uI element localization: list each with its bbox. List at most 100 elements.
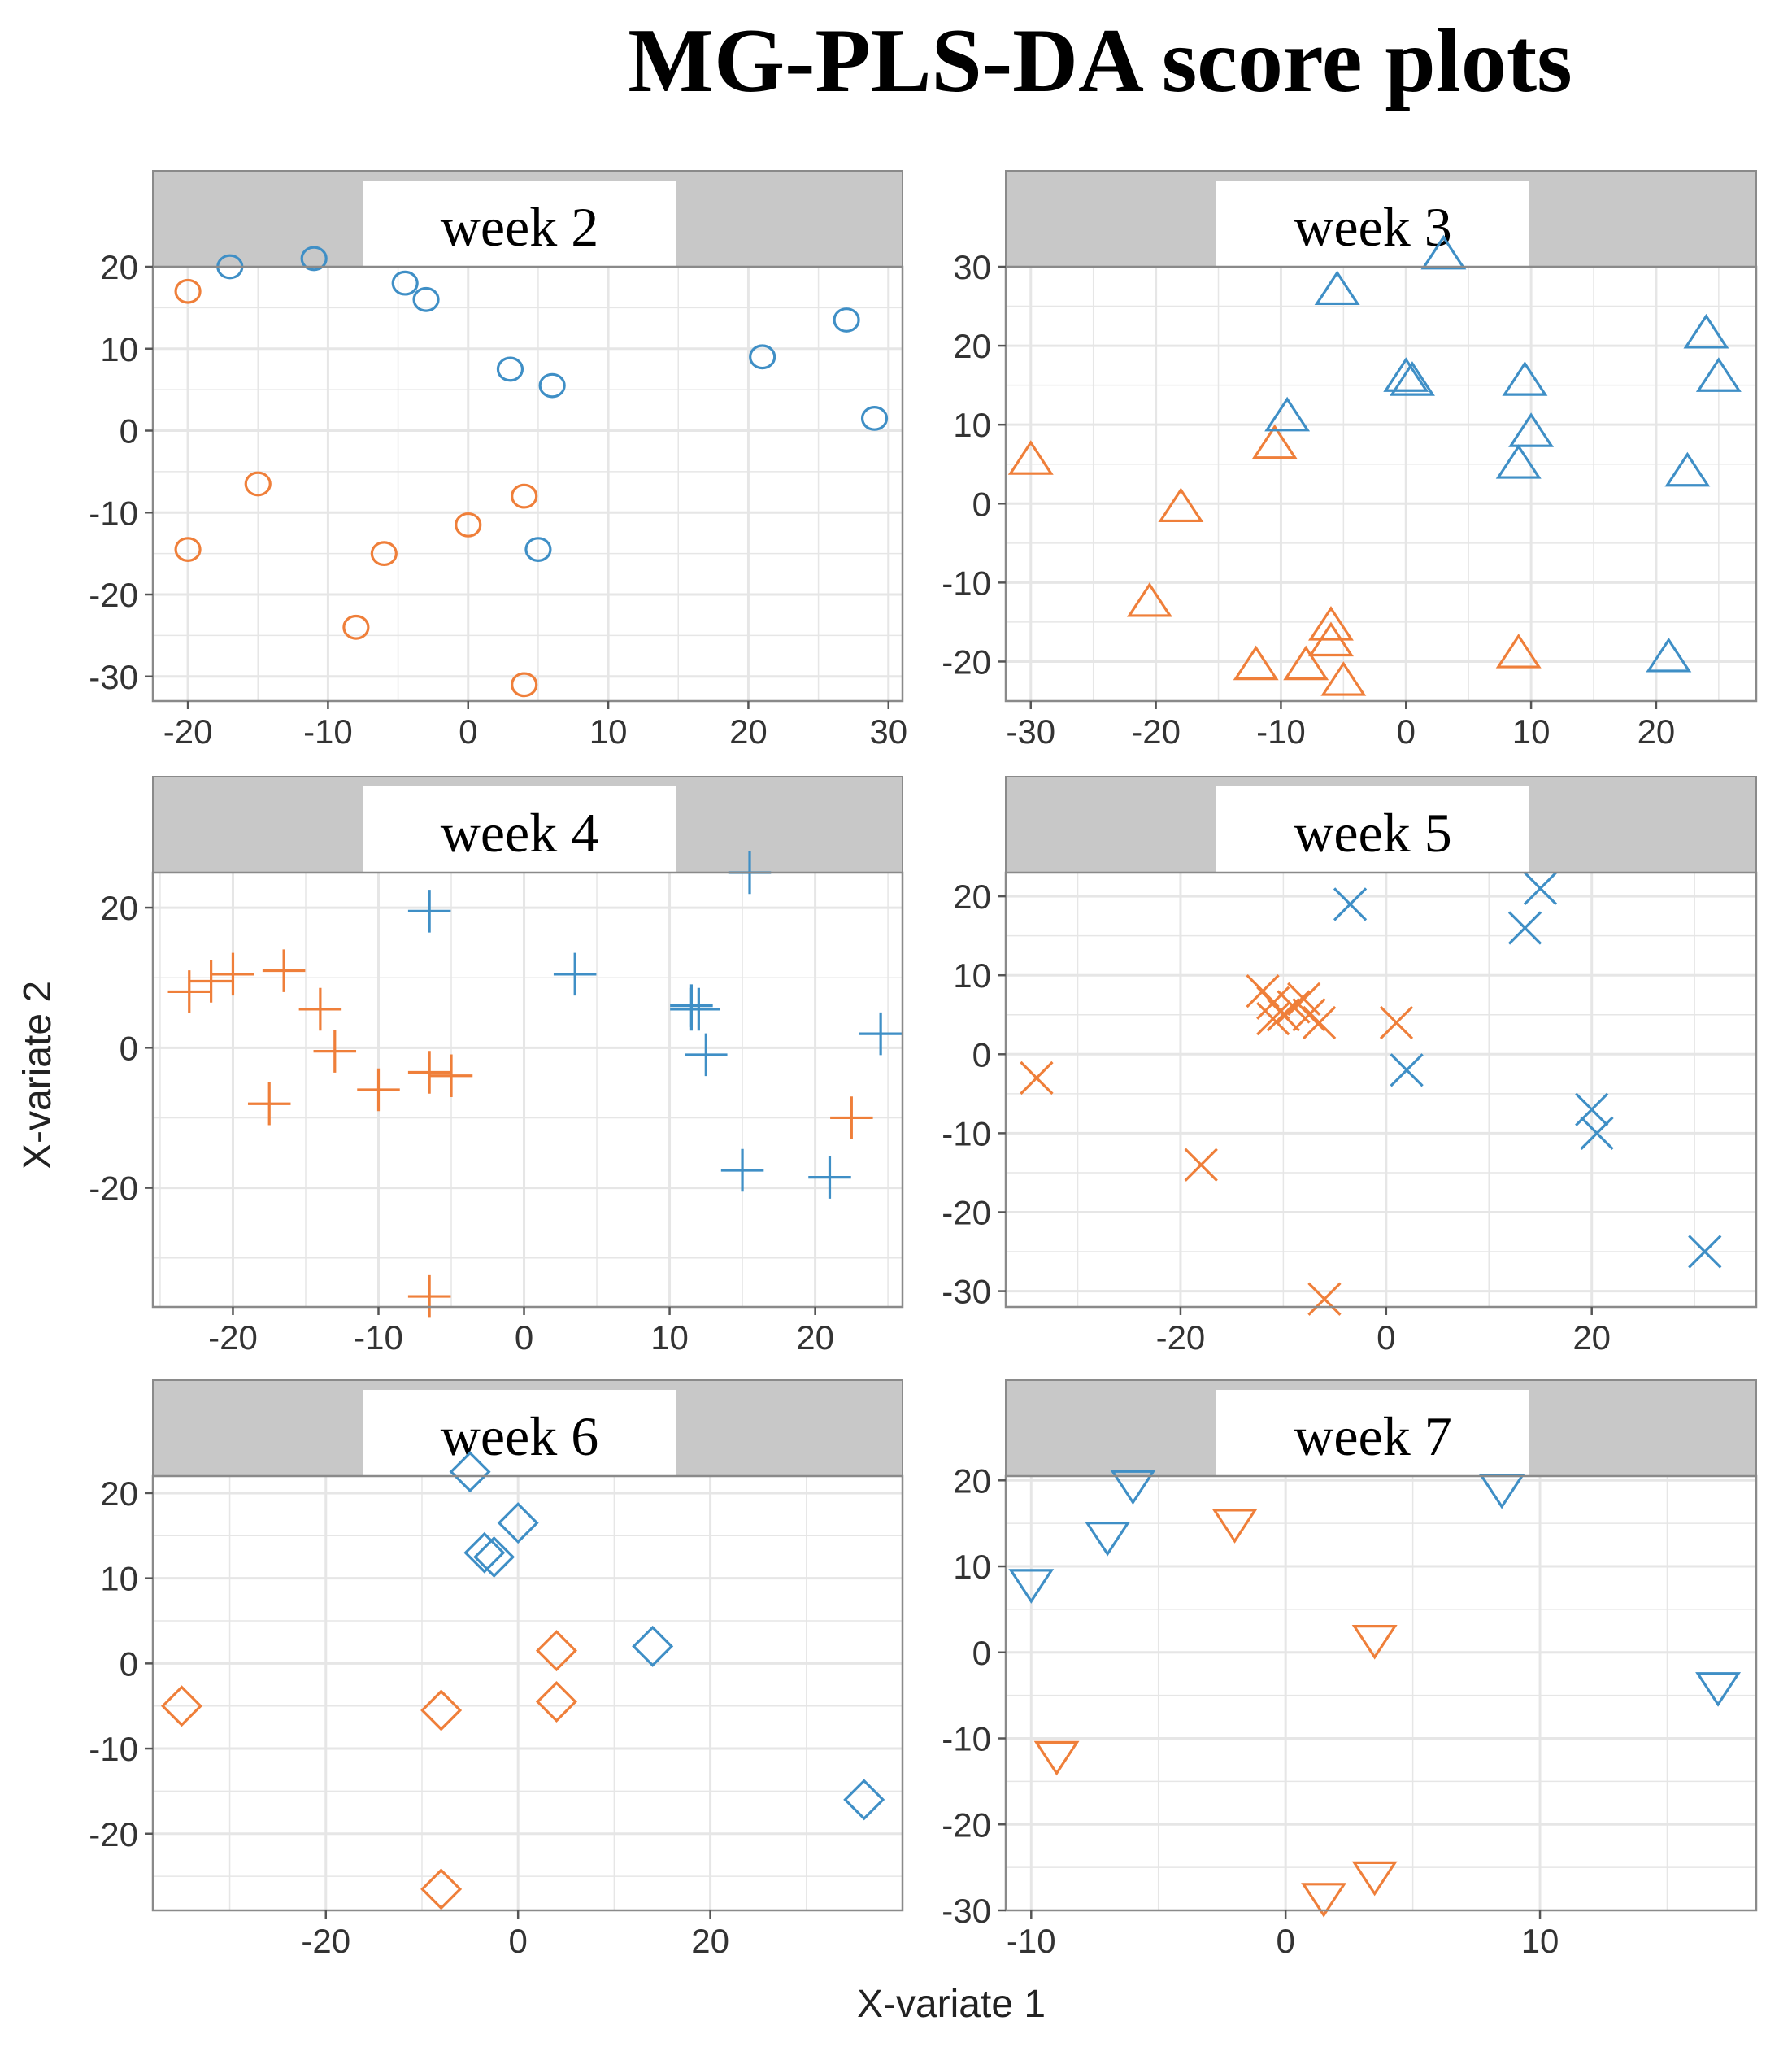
x-tick-label: -10 (1256, 712, 1306, 751)
data-point-orange (1256, 1001, 1290, 1036)
data-point-orange (420, 1689, 463, 1731)
y-tick-label: 0 (120, 1644, 138, 1683)
data-point-orange (357, 1068, 400, 1112)
data-point-blue (749, 344, 776, 370)
data-point-orange (342, 614, 370, 640)
panel-strip-label: week 7 (1294, 1405, 1451, 1467)
y-tick-label: 10 (100, 330, 138, 368)
y-tick-label: 20 (953, 878, 991, 916)
y-tick-label: 20 (100, 889, 138, 927)
panel-border (1004, 871, 1758, 1309)
data-point-blue (1683, 313, 1729, 349)
data-point-orange (511, 672, 538, 698)
data-point-blue (449, 1451, 491, 1493)
data-point-orange (1277, 990, 1311, 1024)
data-point-orange (535, 1630, 577, 1672)
panel-border (1004, 1474, 1758, 1912)
x-tick-label: 10 (1512, 712, 1551, 751)
data-point-orange (511, 483, 538, 509)
data-point-orange (1301, 1883, 1347, 1918)
data-point-orange (1007, 440, 1054, 475)
y-tick-label: -10 (942, 564, 991, 602)
data-point-blue (1523, 871, 1558, 906)
panel-background (153, 267, 903, 701)
data-point-orange (313, 1030, 357, 1073)
data-point-orange (830, 1096, 873, 1139)
data-point-orange (1307, 621, 1354, 657)
data-point-orange (160, 1685, 202, 1727)
panel-background (153, 873, 903, 1307)
facet-panel-week-2: week 2 -20 -10 0 10 20 30 20 10 0 -10 -20 -30 (89, 170, 907, 751)
data-point-blue (1695, 1672, 1742, 1707)
data-point-blue (300, 246, 328, 272)
data-point-blue (497, 1502, 539, 1544)
data-point-blue (1008, 1569, 1055, 1604)
data-point-orange (189, 960, 233, 1003)
panel-strip-label: week 2 (441, 196, 598, 258)
data-point-blue (496, 356, 524, 382)
y-tick-label: -10 (89, 494, 138, 532)
panel-background (1006, 267, 1756, 701)
y-tick-label: -20 (942, 1193, 991, 1231)
data-point-blue (843, 1779, 885, 1821)
facet-panel-week-4: week 4 -20 -10 0 10 20 20 0 -20 (89, 776, 904, 1357)
y-tick-label: 0 (972, 1634, 991, 1672)
x-tick-label: -20 (301, 1922, 350, 1960)
y-tick-label: 0 (120, 1029, 138, 1067)
data-point-blue (1575, 1092, 1609, 1126)
x-tick-label: -20 (1131, 712, 1181, 751)
panel-strip-label-box (363, 181, 676, 268)
data-point-blue (1646, 637, 1692, 673)
data-point-blue (463, 1531, 506, 1574)
x-tick-label: 0 (508, 1922, 527, 1960)
data-point-orange (298, 987, 342, 1031)
panel-strip-label-box (363, 786, 676, 874)
y-tick-label: 20 (953, 1461, 991, 1500)
facet-panel-week-5: week 5 -20 0 20 20 10 0 -10 -20 -30 (942, 776, 1758, 1357)
y-tick-label: -30 (89, 658, 138, 696)
x-tick-label: -20 (1156, 1318, 1206, 1357)
data-point-blue (1420, 234, 1467, 270)
x-tick-label: 20 (1572, 1318, 1611, 1357)
data-point-orange (420, 1868, 463, 1910)
x-tick-label: -20 (163, 712, 213, 751)
x-tick-label: -30 (1006, 712, 1055, 751)
data-point-orange (211, 952, 254, 996)
data-point-orange (1251, 424, 1298, 459)
data-point-orange (1233, 645, 1279, 681)
data-point-blue (1695, 357, 1742, 392)
y-tick-label: 20 (953, 327, 991, 365)
data-point-orange (1307, 606, 1354, 641)
data-point-orange (1033, 1740, 1080, 1776)
y-tick-label: 0 (972, 1035, 991, 1074)
data-point-orange (1351, 1861, 1398, 1897)
x-tick-label: -10 (303, 712, 353, 751)
panel-strip-label: week 4 (441, 802, 598, 864)
data-point-blue (1507, 911, 1542, 945)
facet-panel-week-7: week 7 -10 0 10 20 10 0 -10 -20 -30 (942, 1379, 1758, 1960)
y-tick-label: -30 (942, 1892, 991, 1930)
data-point-orange (167, 970, 211, 1013)
x-tick-label: 30 (869, 712, 907, 751)
data-point-blue (859, 1012, 903, 1056)
y-tick-label: -20 (942, 642, 991, 681)
data-point-blue (1508, 412, 1555, 447)
x-tick-label: 20 (691, 1922, 729, 1960)
data-point-blue (1110, 1470, 1156, 1505)
data-point-blue (720, 1148, 764, 1192)
x-tick-label: 20 (796, 1318, 834, 1357)
y-tick-label: -20 (942, 1805, 991, 1844)
panel-background (153, 1476, 903, 1910)
x-tick-label: 0 (459, 712, 477, 751)
x-tick-label: 0 (1276, 1922, 1294, 1960)
data-point-orange (1283, 645, 1329, 681)
data-point-orange (1303, 1005, 1337, 1040)
data-point-orange (1320, 661, 1367, 696)
data-point-blue (412, 286, 440, 312)
data-point-blue (1580, 1116, 1614, 1151)
panel-border (1004, 265, 1758, 703)
data-point-blue (1688, 1235, 1722, 1269)
x-tick-label: 10 (650, 1318, 689, 1357)
x-tick-label: 20 (729, 712, 768, 751)
